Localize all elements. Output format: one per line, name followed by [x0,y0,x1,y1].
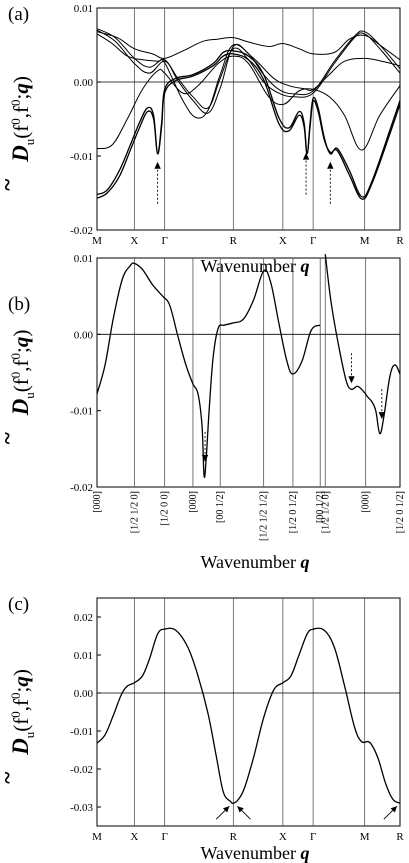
x-tick-label: Γ [310,235,316,247]
x-tick-label: M [92,235,102,247]
y-tick-label: 0.01 [74,253,93,265]
y-axis-label: Du(f0,f0;q) [8,330,37,417]
x-tick-label: R [230,235,238,247]
x-tick-label: X [130,831,138,843]
chart-panel-c: 0.02 0.01 0.00 -0.01 -0.02 -0.03 M X Γ R X Γ M R (c) Du… [0,594,404,863]
y-axis-label: Du(f0,f0;q) [8,76,37,163]
y-tick-label: -0.01 [70,406,93,418]
x-tick-label: [00 1/2] [215,491,226,523]
arrow-1-head [222,806,230,813]
x-tick-label: M [92,831,102,843]
plot-frame [96,7,401,231]
arrow-3-head [390,806,397,813]
y-axis-label-tilde: ~ [0,178,20,191]
x-tick-label: Γ [161,235,167,247]
x-tick-label: [000] [361,491,372,513]
x-tick-label: [1/2 0 0] [160,491,171,525]
y-tick-label: -0.03 [70,802,93,814]
y-tick-label: -0.01 [70,151,93,163]
x-tick-label: [1/2 1/2 0] [320,491,331,533]
y-axis-label: Du(f0,f0;q) [8,669,37,756]
x-tick-label: M [360,831,370,843]
x-tick-label: R [230,831,238,843]
y-tick-label: 0.01 [74,650,93,662]
panel-label: (a) [8,4,29,25]
x-tick-label: [1/2 0 1/2] [395,491,406,533]
x-tick-label: X [279,235,287,247]
x-tick-label: X [279,831,287,843]
arrow-3-head [378,412,386,420]
x-tick-label: [1/2 0 1/2] [288,491,299,533]
arrow-1-head [201,454,209,462]
y-tick-label: -0.01 [70,726,93,738]
chart-panel-b: 0.010.00-0.01-0.02[000] [1/2 1/2 0] [1/2 0… [0,253,406,572]
panel-label: (b) [8,294,30,315]
x-tick-label: R [396,831,404,843]
y-tick-label: 0.00 [74,329,94,341]
x-tick-label: R [396,235,404,247]
y-axis-label-tilde: ~ [0,432,20,445]
series-line-1 [96,49,401,198]
series-line-7 [96,33,401,119]
arrow-1-head [154,161,161,169]
y-tick-label: 0.01 [74,3,93,15]
y-tick-label: -0.02 [70,764,93,776]
chart-panel-a: 0.010.00-0.01-0.02M X Γ R X Γ M R(a)Du(f0,f0;q)… [0,3,404,276]
series-line-2 [324,254,401,435]
plot-frame [96,597,401,827]
x-tick-label: [1/2 1/2 1/2] [259,491,270,541]
x-tick-label: Γ [310,831,316,843]
y-tick-label: -0.02 [70,482,93,494]
series-line-1 [96,627,401,804]
x-tick-label: Γ [161,831,167,843]
panel-label: (c) [8,594,29,615]
y-tick-label: 0.02 [74,612,93,624]
series-line-4 [96,31,401,61]
x-tick-label: M [360,235,370,247]
arrow-2-head [302,152,310,160]
y-tick-label: -0.02 [70,225,93,237]
series-line-1 [96,262,321,479]
x-tick-label: [000] [92,491,103,513]
x-tick-label: X [130,235,138,247]
y-tick-label: 0.00 [74,688,94,700]
series-line-3 [96,55,401,151]
arrow-2-head [237,806,244,813]
series-line-5 [96,29,401,110]
x-tick-label: [00 1/2] [315,491,326,523]
x-axis-label: Wavenumber q [200,552,309,572]
x-axis-label: Wavenumber q [200,843,309,863]
arrow-2-head [348,376,355,384]
y-tick-label: 0.00 [74,77,94,89]
arrow-3-head [327,161,334,169]
x-axis-label: Wavenumber q [200,256,309,276]
series-line-2 [96,52,401,200]
x-tick-label: [1/2 1/2 0] [129,491,140,533]
plot-frame [96,257,401,488]
y-axis-label-tilde: ~ [0,771,20,784]
x-tick-label: [000] [188,491,199,513]
